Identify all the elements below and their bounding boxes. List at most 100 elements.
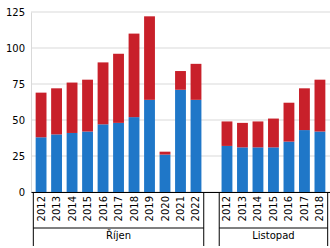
bar: [315, 80, 326, 132]
tick: 2013: [237, 192, 248, 221]
tick-label: 2013: [237, 196, 248, 221]
tick: 2018: [129, 192, 140, 221]
bar: [284, 142, 295, 192]
bar: [222, 146, 233, 192]
tick: 2014: [252, 192, 263, 221]
tick-label: 2018: [129, 196, 140, 221]
grid-line: [31, 12, 330, 13]
tick: 2018: [314, 192, 325, 221]
bar: [129, 34, 140, 118]
bar: [67, 133, 78, 192]
tick-label: 0: [19, 187, 25, 198]
group-label: Listopad: [252, 230, 294, 241]
tick: 2015: [268, 192, 279, 221]
bar: [36, 93, 47, 138]
tick: 75: [12, 79, 31, 90]
bar: [253, 147, 264, 192]
tick: 2012: [221, 192, 232, 221]
tick: 125: [6, 7, 31, 18]
tick-label: 2016: [98, 196, 109, 221]
bars: [36, 16, 326, 192]
bar: [253, 121, 264, 147]
tick-label: 100: [6, 43, 25, 54]
bar: [144, 16, 155, 100]
tick-label: 2014: [67, 196, 78, 221]
bar: [160, 152, 171, 155]
grid: [31, 12, 330, 192]
bar: [113, 123, 124, 192]
x-axis: 2012 2013 2014 2015 2016 2017 2018 2019 2020 2021…: [32, 192, 330, 221]
bar: [175, 90, 186, 192]
tick: 25: [12, 151, 31, 162]
group-separator: [327, 192, 328, 246]
tick: 2012: [36, 192, 47, 221]
bar: [237, 147, 248, 192]
bar: [129, 117, 140, 192]
tick-label: 2014: [252, 196, 263, 221]
tick: 2021: [175, 192, 186, 221]
tick: 2014: [67, 192, 78, 221]
axis-line: [32, 192, 330, 193]
tick: 2022: [190, 192, 201, 221]
tick: 2016: [283, 192, 294, 221]
tick-label: 2012: [221, 196, 232, 221]
bar: [299, 130, 310, 192]
bar: [175, 71, 186, 90]
tick-label: 2017: [299, 196, 310, 221]
y-axis: 0 25 50 75 100 125: [6, 7, 32, 198]
chart: 0255075100125201220132014201520162017201…: [0, 0, 330, 248]
tick-label: 50: [12, 115, 25, 126]
tick-label: 2018: [314, 196, 325, 221]
tick: 50: [12, 115, 31, 126]
tick-label: 2016: [283, 196, 294, 221]
tick-label: 2020: [160, 196, 171, 221]
bar: [82, 80, 93, 132]
bar: [160, 155, 171, 192]
bar: [36, 137, 47, 192]
bar: [268, 119, 279, 148]
bar: [98, 62, 109, 124]
tick: 2017: [113, 192, 124, 221]
tick-label: 2017: [113, 196, 124, 221]
group-separator: [33, 192, 34, 246]
bar: [144, 100, 155, 192]
group-separator: [219, 192, 220, 246]
tick-label: 75: [12, 79, 25, 90]
tick: 2016: [98, 192, 109, 221]
bar: [284, 103, 295, 142]
group-label: Říjen: [106, 229, 131, 241]
bar: [191, 64, 202, 100]
tick-label: 2021: [175, 196, 186, 221]
bar: [113, 54, 124, 123]
bar: [82, 132, 93, 192]
tick-label: 125: [6, 7, 25, 18]
tick-label: 2012: [36, 196, 47, 221]
tick-label: 2015: [268, 196, 279, 221]
tick: 2020: [160, 192, 171, 221]
bar: [299, 88, 310, 130]
series: [36, 16, 326, 154]
bar: [98, 124, 109, 192]
bar: [51, 88, 62, 134]
bar: [191, 100, 202, 192]
bar: [268, 147, 279, 192]
tick-label: 2022: [190, 196, 201, 221]
tick-label: 2015: [82, 196, 93, 221]
tick-label: 25: [12, 151, 25, 162]
group-underline: [33, 228, 203, 229]
tick: 2019: [144, 192, 155, 221]
bar: [315, 132, 326, 192]
tick-label: 2013: [51, 196, 62, 221]
group-separator: [203, 192, 204, 246]
tick: 2017: [299, 192, 310, 221]
bar: [222, 121, 233, 145]
grid-line: [31, 48, 330, 49]
axis-line: [31, 13, 32, 193]
tick: 0: [19, 187, 31, 198]
tick: 2013: [51, 192, 62, 221]
tick: 100: [6, 43, 31, 54]
bar: [237, 123, 248, 147]
bar: [67, 83, 78, 133]
bar: [51, 134, 62, 192]
series: [36, 90, 326, 192]
